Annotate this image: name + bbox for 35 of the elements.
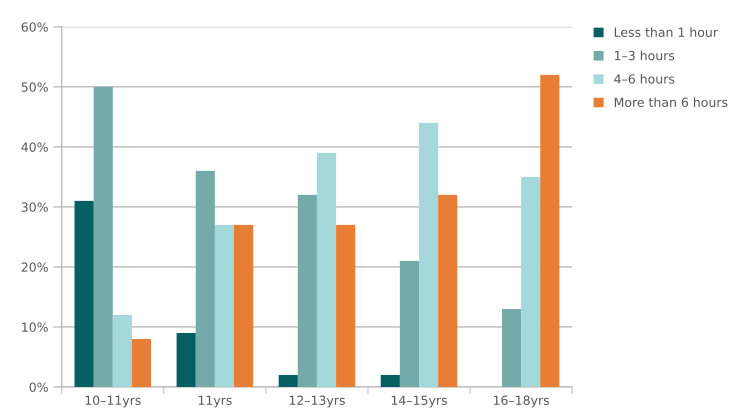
- bar: [176, 332, 196, 387]
- legend-label: 4–6 hours: [614, 74, 674, 84]
- legend-label: Less than 1 hour: [614, 27, 718, 37]
- x-tick-label: 16–18yrs: [494, 396, 550, 408]
- bar: [336, 224, 356, 387]
- bar: [316, 152, 336, 387]
- y-tick-label: 60%: [22, 22, 48, 32]
- y-tick-label: 30%: [22, 202, 48, 212]
- y-tick-label: 0%: [30, 382, 48, 392]
- bar: [540, 74, 560, 387]
- bar: [298, 194, 317, 387]
- y-tick-label: 40%: [21, 142, 48, 152]
- bar: [74, 200, 94, 387]
- legend-label: 1–3 hours: [614, 50, 674, 60]
- y-tick-label: 50%: [22, 82, 48, 92]
- x-tick-label: 12–13yrs: [290, 396, 345, 408]
- legend-label: More than 6 hours: [614, 97, 728, 108]
- y-tick-label: 20%: [22, 262, 48, 272]
- bar: [214, 224, 234, 387]
- bar: [400, 260, 420, 387]
- bar: [132, 338, 152, 387]
- x-tick-label: 10–11yrs: [86, 396, 141, 408]
- bar: [419, 122, 438, 387]
- bar: [234, 224, 254, 387]
- bar: [438, 194, 458, 387]
- x-tick-label: 14–15yrs: [392, 396, 447, 408]
- bar: [278, 374, 298, 387]
- bar: [521, 176, 540, 387]
- bar: [196, 170, 215, 387]
- bar: [94, 86, 113, 387]
- bar: [502, 308, 522, 387]
- y-tick-label: 10%: [22, 322, 48, 332]
- x-tick-label: 11yrs: [198, 396, 232, 408]
- bar: [112, 314, 132, 387]
- bar: [380, 374, 400, 387]
